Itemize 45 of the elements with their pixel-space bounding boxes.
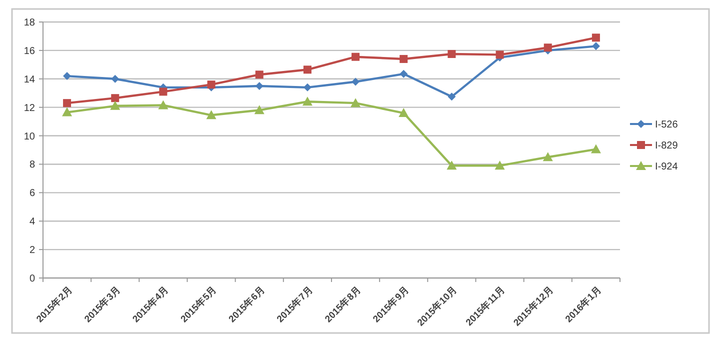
y-tick-label: 18 [24, 18, 36, 28]
point [255, 82, 264, 90]
point [592, 34, 600, 42]
point [63, 72, 72, 80]
y-tick-label: 14 [24, 74, 36, 86]
point [400, 54, 408, 63]
point [302, 96, 312, 106]
point [111, 94, 120, 102]
point [62, 107, 72, 116]
point [63, 99, 72, 108]
point [590, 144, 601, 154]
point [111, 74, 120, 83]
legend-label: I-829 [655, 140, 678, 152]
y-tick-label: 8 [29, 160, 36, 171]
y-tick-label: 6 [29, 188, 36, 200]
point [254, 105, 264, 114]
point [352, 78, 360, 86]
point [350, 98, 361, 108]
y-tick-label: 10 [24, 131, 36, 142]
y-tick-label: 2 [29, 245, 36, 256]
y-tick-label: 4 [29, 216, 36, 228]
point [303, 83, 312, 92]
point [255, 70, 264, 79]
point [158, 100, 168, 110]
point [544, 44, 552, 52]
point [352, 52, 360, 61]
y-tick-label: 0 [29, 274, 36, 284]
point [446, 160, 457, 170]
point [448, 50, 456, 58]
point [494, 160, 505, 170]
point [303, 66, 312, 74]
point [592, 42, 600, 50]
point [110, 100, 120, 110]
point [542, 152, 553, 162]
y-tick-label: 12 [24, 102, 36, 114]
legend-label: I-924 [655, 162, 678, 172]
point [448, 92, 456, 101]
point [206, 110, 216, 120]
point [159, 88, 168, 96]
point [400, 70, 408, 78]
point [207, 80, 216, 89]
point [398, 108, 409, 118]
point [496, 50, 504, 59]
y-tick-label: 16 [24, 46, 36, 57]
legend-label: I-526 [655, 120, 678, 130]
